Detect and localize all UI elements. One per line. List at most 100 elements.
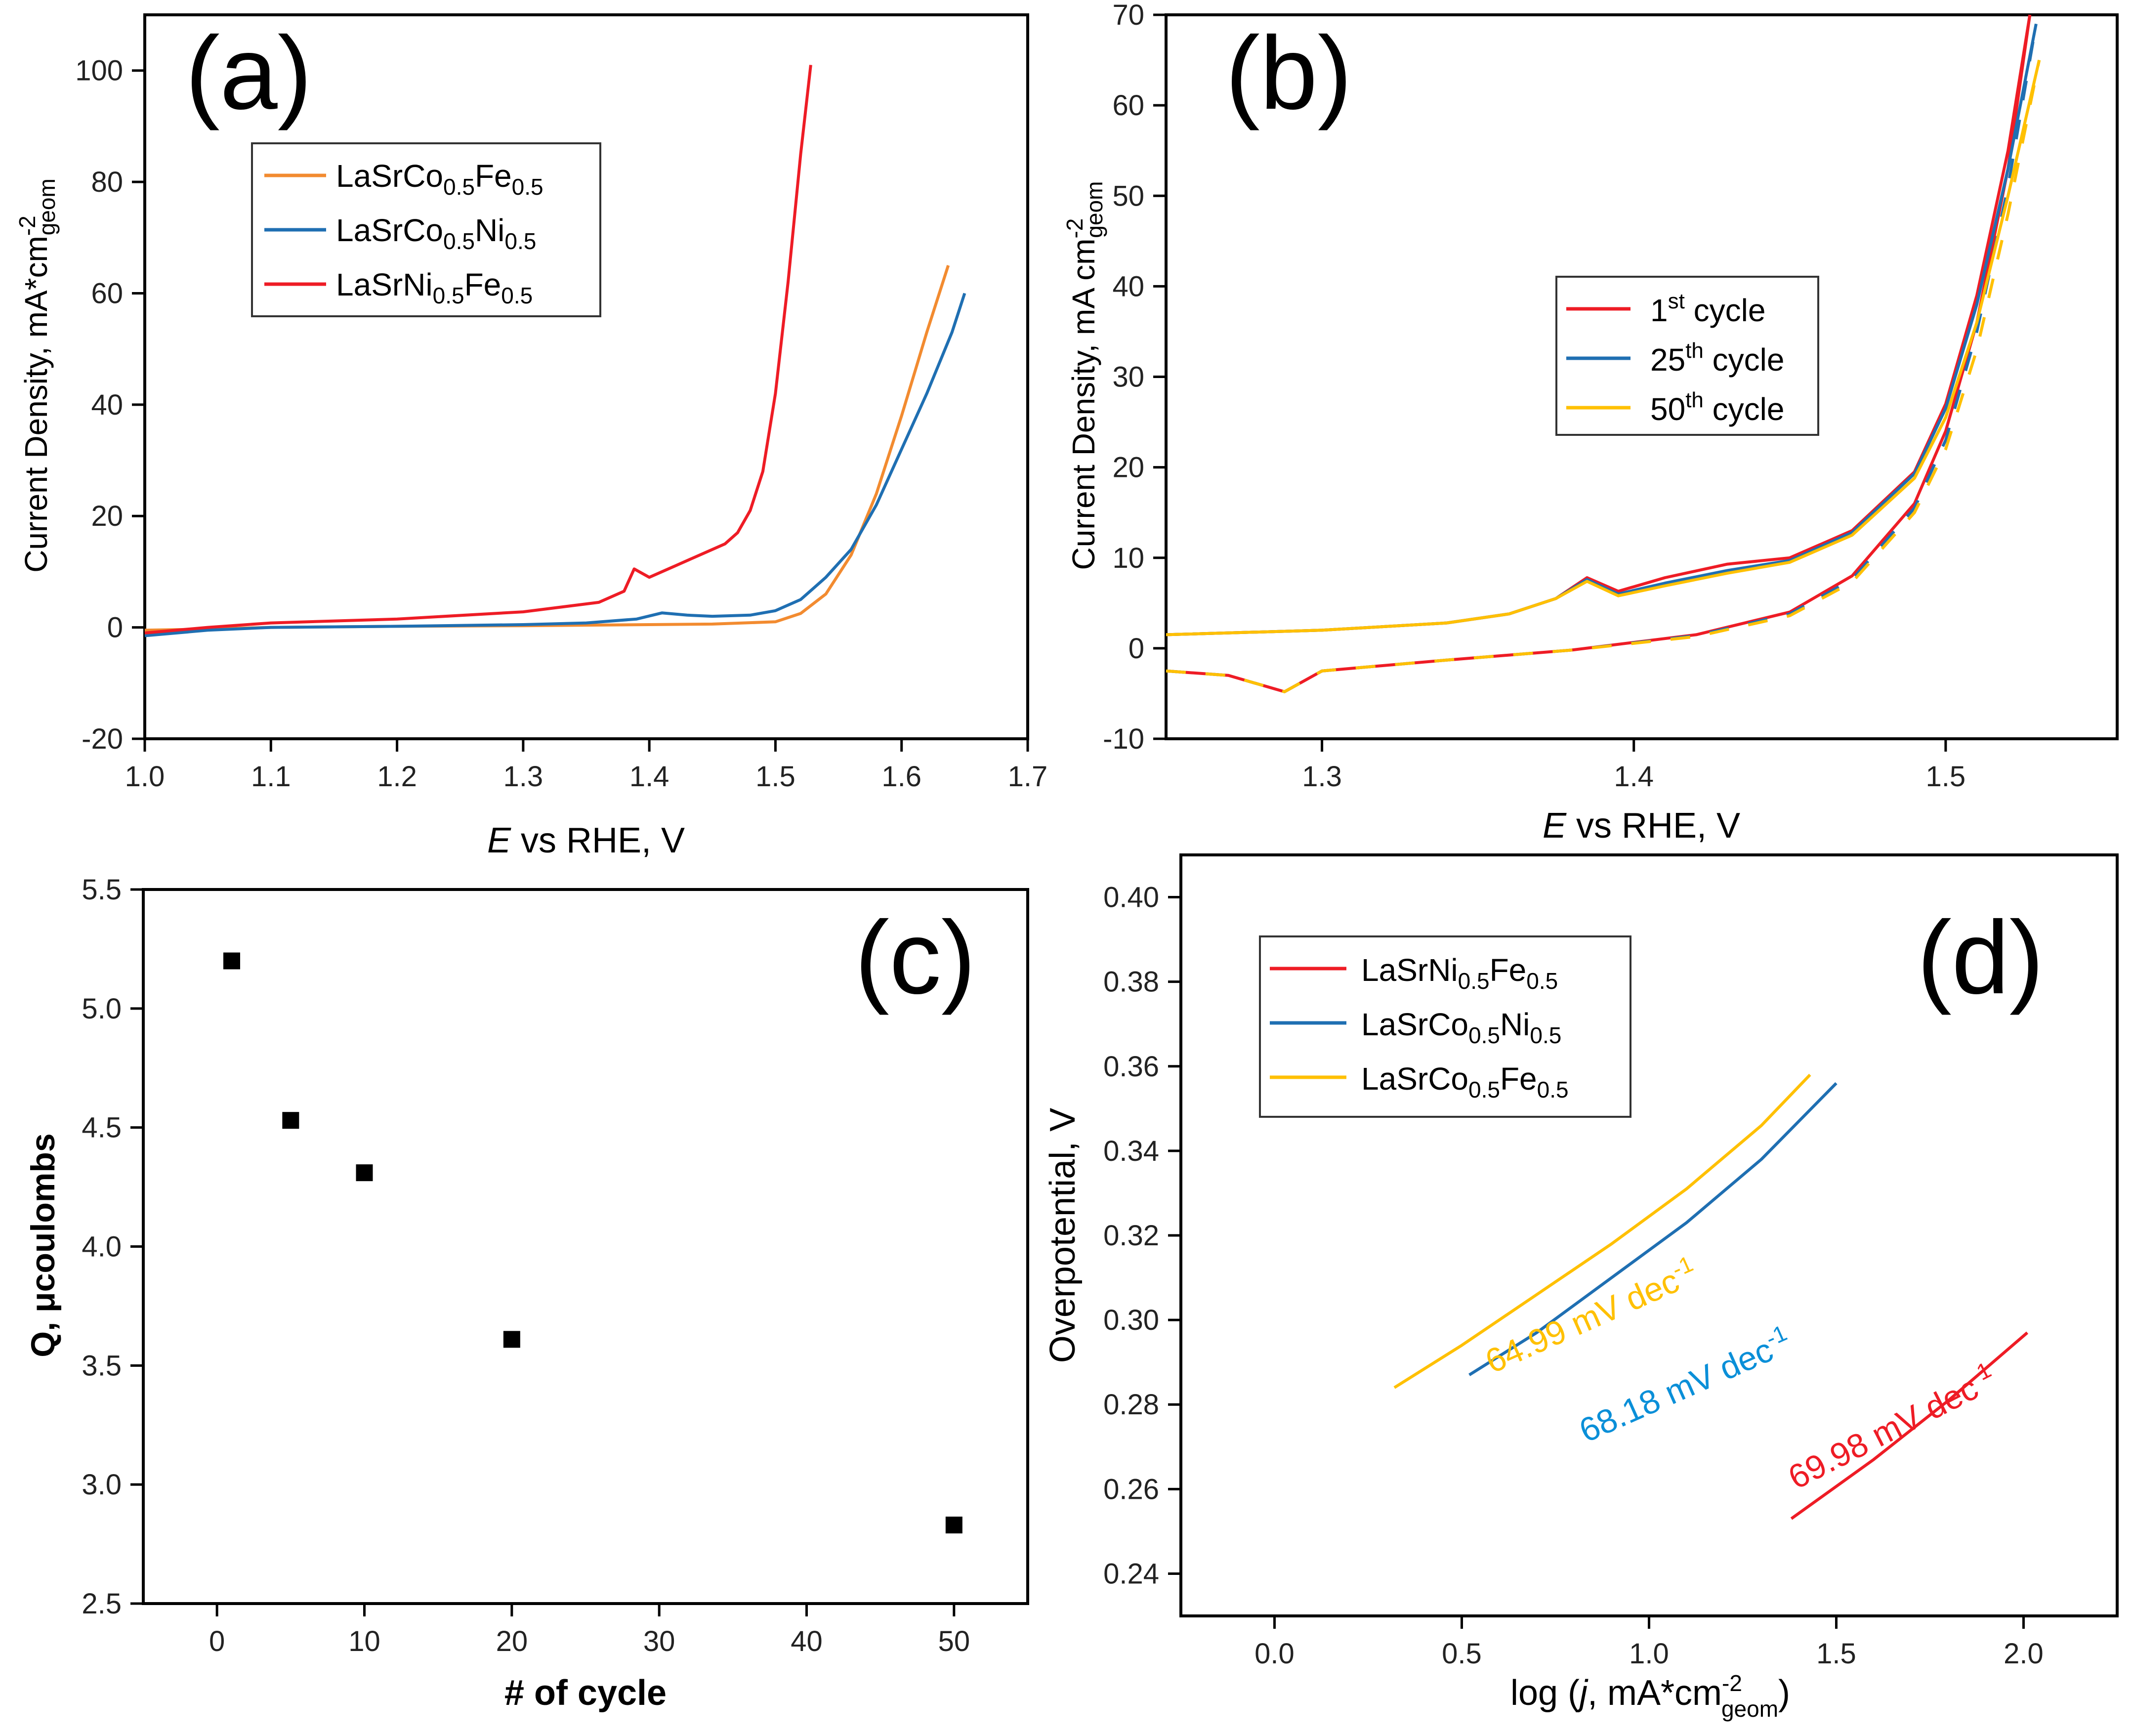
panel-a-label: (a) — [185, 15, 312, 131]
panel-d-series-line-2 — [1393, 1073, 1811, 1389]
panel-a-xtick-label-4: 1.4 — [629, 761, 669, 793]
panel-b-xtick-label-1: 1.4 — [1614, 761, 1654, 793]
panel-d-ticks: 0.0 0.5 1.0 1.5 2.0 0.24 0.26 0.28 0.30 0.32 0.34 0… — [1103, 882, 2044, 1670]
panel-a-ticks: 1.0 1.1 1.2 1.3 1.4 1.5 1.6 1.7 -20 0 20 40 60 80 100 — [75, 55, 1047, 793]
panel-d-ytick-label-1: 0.26 — [1103, 1473, 1159, 1505]
panel-b-ytick-label-4: 30 — [1112, 361, 1144, 393]
panel-d-xtick-label-2: 1.0 — [1629, 1638, 1669, 1670]
panel-c-point-3 — [503, 1331, 520, 1348]
panel-d-xtick-label-3: 1.5 — [1816, 1638, 1856, 1670]
panel-a-frame — [143, 13, 1029, 740]
panel-b-xtick-label-2: 1.5 — [1926, 761, 1966, 793]
panel-d-legend: LaSrNi0.5Fe0.5 LaSrCo0.5Ni0.5 LaSrCo0.5F… — [1259, 935, 1631, 1118]
legend-label-lscf: LaSrCo0.5Fe0.5 — [336, 158, 543, 200]
panel-b-ytick-label-0: -10 — [1103, 723, 1144, 755]
panel-a-xtick-label-0: 1.0 — [125, 761, 165, 793]
panel-d-legend-box — [1259, 935, 1631, 1118]
panel-d-ytick-label-3: 0.30 — [1103, 1304, 1159, 1336]
panel-b-series-upper-2 — [1166, 59, 2041, 636]
panel-d-chart: 0.0 0.5 1.0 1.5 2.0 0.24 0.26 0.28 0.30 0.32 0.34 0… — [1043, 853, 2119, 1722]
panel-a-xtick-label-3: 1.3 — [503, 761, 543, 793]
legend-label-lsnf: LaSrNi0.5Fe0.5 — [336, 267, 533, 308]
panel-a-ytick-label-1: 0 — [107, 612, 123, 644]
panel-d-ytick-label-8: 0.40 — [1103, 882, 1159, 914]
panel-b-ytick-label-1: 0 — [1129, 633, 1144, 665]
panel-c-point-1 — [282, 1112, 299, 1129]
panel-c-xtick-label-1: 10 — [348, 1625, 380, 1657]
panel-c-point-4 — [945, 1517, 962, 1534]
panel-b-label: (b) — [1225, 15, 1352, 131]
legend-label-cycle-50: 50th cycle — [1650, 388, 1784, 427]
panel-b-ytick-label-5: 40 — [1112, 270, 1144, 302]
panel-a-xlabel: E vs RHE, V — [487, 821, 685, 860]
panel-b-ylabel: Current Density, mA cm-2geom — [1062, 181, 1107, 570]
panel-d-ytick-label-7: 0.38 — [1103, 966, 1159, 998]
panel-a-xtick-label-2: 1.2 — [377, 761, 417, 793]
panel-a-ytick-label-3: 40 — [91, 389, 123, 421]
panel-c-ytick-label-1: 3.0 — [82, 1469, 122, 1501]
panel-d-label: (d) — [1917, 899, 2044, 1016]
panel-b-xtick-label-0: 1.3 — [1302, 761, 1342, 793]
panel-c-chart: 0 10 20 30 40 50 2.5 3.0 3.5 4.0 4.5 5.0 5.5 (c) # o… — [24, 874, 1029, 1713]
panel-c-ytick-label-2: 3.5 — [82, 1350, 122, 1382]
panel-c-ytick-label-5: 5.0 — [82, 993, 122, 1025]
panel-c-xtick-label-0: 0 — [209, 1625, 225, 1657]
panel-c-xtick-label-2: 20 — [496, 1625, 528, 1657]
panel-c-ytick-label-6: 5.5 — [82, 874, 122, 906]
panel-c-point-2 — [356, 1164, 373, 1182]
panel-d-xtick-label-1: 0.5 — [1442, 1638, 1482, 1670]
panel-c-xtick-label-4: 40 — [791, 1625, 823, 1657]
panel-d-ylabel: Overpotential, V — [1043, 1108, 1083, 1363]
panel-d-xtick-label-4: 2.0 — [2004, 1638, 2044, 1670]
panel-d-series-line-0 — [1790, 1331, 2029, 1520]
panel-b-ytick-label-7: 60 — [1112, 89, 1144, 122]
panel-d-ytick-label-0: 0.24 — [1103, 1558, 1159, 1590]
panel-b-ytick-label-8: 70 — [1112, 0, 1144, 31]
legend-label-lscn: LaSrCo0.5Ni0.5 — [1361, 1007, 1561, 1048]
panel-c-xtick-label-5: 50 — [938, 1625, 970, 1657]
panel-c-xtick-label-3: 30 — [643, 1625, 675, 1657]
legend-label-cycle-1: 1st cycle — [1650, 289, 1765, 328]
panel-b-lines — [1166, 14, 2041, 693]
panel-c-xlabel: # of cycle — [504, 1673, 667, 1713]
panel-a-xtick-label-7: 1.7 — [1008, 761, 1048, 793]
panel-c-ytick-label-3: 4.0 — [82, 1231, 122, 1263]
panel-b-legend: 1st cycle 25th cycle 50th cycle — [1555, 276, 1819, 436]
panel-a-lines — [144, 65, 966, 637]
panel-d-ytick-label-2: 0.28 — [1103, 1389, 1159, 1421]
panel-c-points — [223, 952, 962, 1534]
panel-a-ytick-label-5: 80 — [91, 166, 123, 198]
panel-a-xtick-label-6: 1.6 — [881, 761, 921, 793]
panel-b-chart: 1.3 1.4 1.5 -10 0 10 20 30 40 50 60 70 (b) 1st cycl… — [1062, 0, 2119, 846]
panel-a-ylabel: Current Density, mA*cm-2geom — [14, 178, 60, 573]
panel-a-ytick-label-2: 20 — [91, 500, 123, 532]
panel-a-series-line-2 — [144, 65, 812, 635]
panel-b-ytick-label-3: 20 — [1112, 452, 1144, 484]
panel-d-lines — [1393, 1073, 2029, 1520]
panel-c-label: (c) — [855, 899, 976, 1016]
panel-d-series-line-1 — [1468, 1082, 1838, 1376]
panel-d-ytick-label-6: 0.36 — [1103, 1051, 1159, 1083]
panel-a-chart: 1.0 1.1 1.2 1.3 1.4 1.5 1.6 1.7-20020406080100 … — [14, 13, 1047, 860]
panel-c-ytick-label-4: 4.5 — [82, 1112, 122, 1144]
panel-d-xlabel: log (j, mA*cm-2 geom) — [1510, 1670, 1790, 1722]
panel-a-legend: LaSrCo0.5Fe0.5 LaSrCo0.5Ni0.5 LaSrNi0.5F… — [251, 142, 601, 317]
panel-a-xtick-label-5: 1.5 — [755, 761, 795, 793]
panel-d-ytick-label-5: 0.34 — [1103, 1135, 1159, 1167]
panel-b-series-lower-2 — [1166, 60, 2041, 693]
panel-a-ytick-label-6: 100 — [75, 55, 123, 87]
panel-a-ytick-label-0: -20 — [82, 723, 123, 755]
panel-d-ytick-label-4: 0.32 — [1103, 1220, 1159, 1252]
panel-a-xtick-label-1: 1.1 — [251, 761, 291, 793]
legend-label-lsnf: LaSrNi0.5Fe0.5 — [1361, 952, 1558, 994]
panel-c-ylabel: Q, μcoulombs — [24, 1133, 62, 1357]
panel-d-xtick-label-0: 0.0 — [1254, 1638, 1295, 1670]
panel-c-point-0 — [223, 952, 240, 970]
panel-a-ytick-label-4: 60 — [91, 277, 123, 309]
legend-label-lscf: LaSrCo0.5Fe0.5 — [1361, 1061, 1569, 1102]
panel-a-series-line-1 — [144, 293, 966, 637]
panel-b-ytick-label-2: 10 — [1112, 542, 1144, 574]
panel-b-ytick-label-6: 50 — [1112, 180, 1144, 212]
panel-b-ticks: 1.3 1.4 1.5 -10 0 10 20 30 40 50 60 70 — [1103, 0, 1965, 793]
